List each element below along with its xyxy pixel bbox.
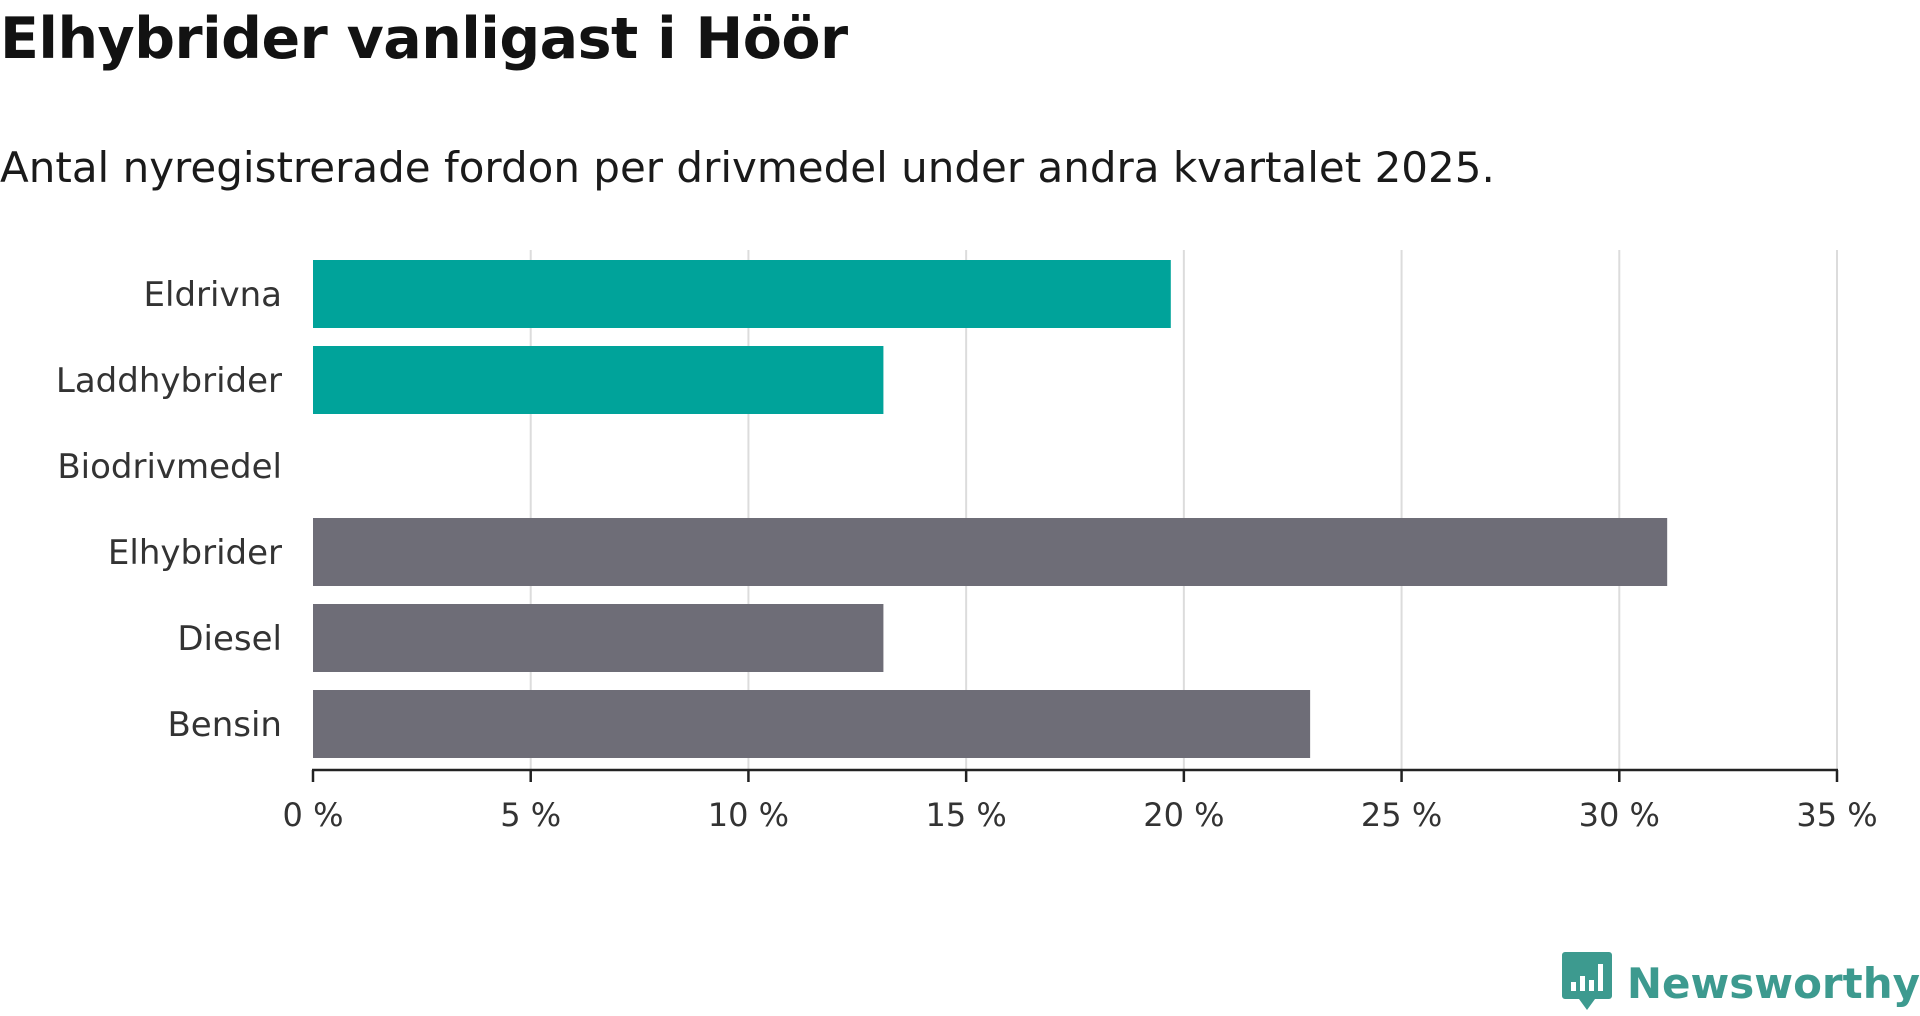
x-tick-label: 0 % xyxy=(283,796,344,834)
bar xyxy=(313,518,1668,586)
brand-logo: Newsworthy xyxy=(1561,950,1920,1016)
chart-title: Elhybrider vanligast i Höör xyxy=(0,6,848,72)
bar xyxy=(313,346,884,414)
category-label: Bensin xyxy=(167,705,282,745)
x-tick-label: 25 % xyxy=(1361,796,1442,834)
bar xyxy=(313,604,884,672)
bar-chart: Eldrivna Laddhybrider Biodrivmedel Elhybrid… xyxy=(56,250,1878,834)
x-tick-label: 35 % xyxy=(1796,796,1877,834)
category-label: Diesel xyxy=(177,619,282,659)
chart-subtitle: Antal nyregistrerade fordon per drivmede… xyxy=(0,143,1495,192)
x-tick-label: 20 % xyxy=(1143,796,1224,834)
bar xyxy=(313,690,1311,758)
x-tick-label: 15 % xyxy=(925,796,1006,834)
brand-name: Newsworthy xyxy=(1626,958,1920,1008)
x-tick-label: 30 % xyxy=(1579,796,1660,834)
category-label: Elhybrider xyxy=(108,533,282,573)
newsworthy-logo-icon xyxy=(1561,950,1613,1016)
category-label: Laddhybrider xyxy=(56,361,282,401)
category-label: Eldrivna xyxy=(144,275,282,315)
category-label: Biodrivmedel xyxy=(57,447,282,487)
bar xyxy=(313,260,1171,328)
x-tick-label: 10 % xyxy=(708,796,789,834)
x-tick-label: 5 % xyxy=(500,796,561,834)
